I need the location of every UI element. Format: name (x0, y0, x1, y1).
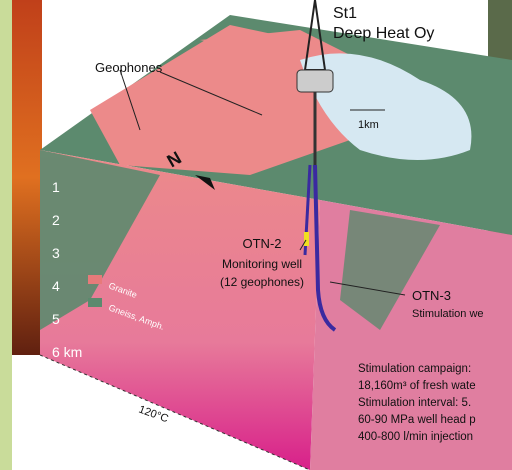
depth-label: 1 (52, 179, 60, 195)
leader (329, 281, 406, 296)
gneiss-right (340, 210, 440, 330)
well-name: OTN-2 (243, 236, 282, 251)
leader (299, 239, 307, 251)
depth-label: 5 (52, 311, 60, 327)
well-desc: Stimulation we (412, 308, 484, 320)
sea (300, 53, 472, 161)
well-desc: Monitoring well (222, 257, 302, 271)
depth-label: 4 (52, 278, 60, 294)
rig-building (296, 69, 334, 93)
gneiss-front (40, 150, 160, 330)
company-sub: Deep Heat Oy (333, 25, 434, 42)
well-name: OTN-3 (412, 288, 451, 303)
depth-scale: 1 2 3 4 5 6 km (52, 179, 82, 360)
scale-label: 1km (358, 119, 379, 131)
well-note: (12 geophones) (220, 275, 304, 289)
company: St1 (333, 5, 357, 22)
depth-label: 6 km (52, 344, 82, 360)
campaign-line: Stimulation interval: 5. (358, 397, 471, 409)
side-strip (0, 0, 12, 470)
legend-swatch (88, 298, 102, 307)
leader (159, 71, 263, 116)
campaign-line: 18,160m³ of fresh wate (358, 380, 476, 392)
photo-left (12, 0, 42, 355)
legend-swatch (88, 275, 102, 284)
leader (119, 69, 141, 131)
depth-label: 3 (52, 245, 60, 261)
campaign-notes: Stimulation campaign: 18,160m³ of fresh w… (358, 363, 476, 443)
isotherm (39, 354, 311, 470)
north-arrow (195, 175, 215, 190)
well-otn3 (313, 164, 337, 332)
geophones-label: Geophones (95, 60, 163, 75)
campaign-line: 400-800 l/min injection (358, 431, 473, 443)
depth-label: 2 (52, 212, 60, 228)
campaign-line: 60-90 MPa well head p (358, 414, 476, 426)
geophone-array (304, 232, 309, 246)
granite-top (90, 25, 350, 175)
campaign-line: Stimulation campaign: (358, 363, 471, 375)
granite-top (200, 30, 360, 60)
